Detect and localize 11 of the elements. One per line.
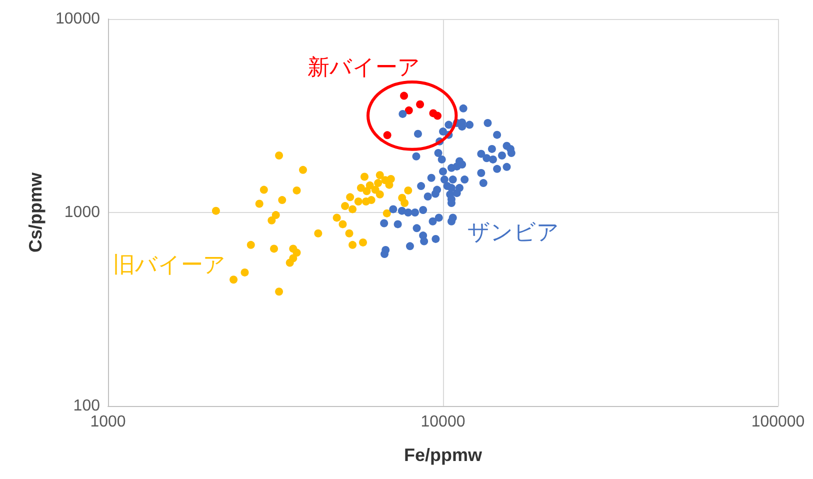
x-axis-title: Fe/ppmw <box>404 445 483 465</box>
y-tick-label: 10000 <box>56 10 100 28</box>
x-tick-label: 100000 <box>751 414 805 430</box>
x-tick-label: 1000 <box>90 414 126 430</box>
series-label: 新バイーア <box>307 54 420 80</box>
series-label: ザンビア <box>468 220 560 245</box>
y-tick-label: 1000 <box>64 204 100 221</box>
series-label: 旧バイーア <box>112 252 226 278</box>
y-axis-title: Cs/ppmw <box>26 172 46 253</box>
y-tick-label: 100 <box>73 398 100 414</box>
x-tick-label: 10000 <box>420 414 466 430</box>
